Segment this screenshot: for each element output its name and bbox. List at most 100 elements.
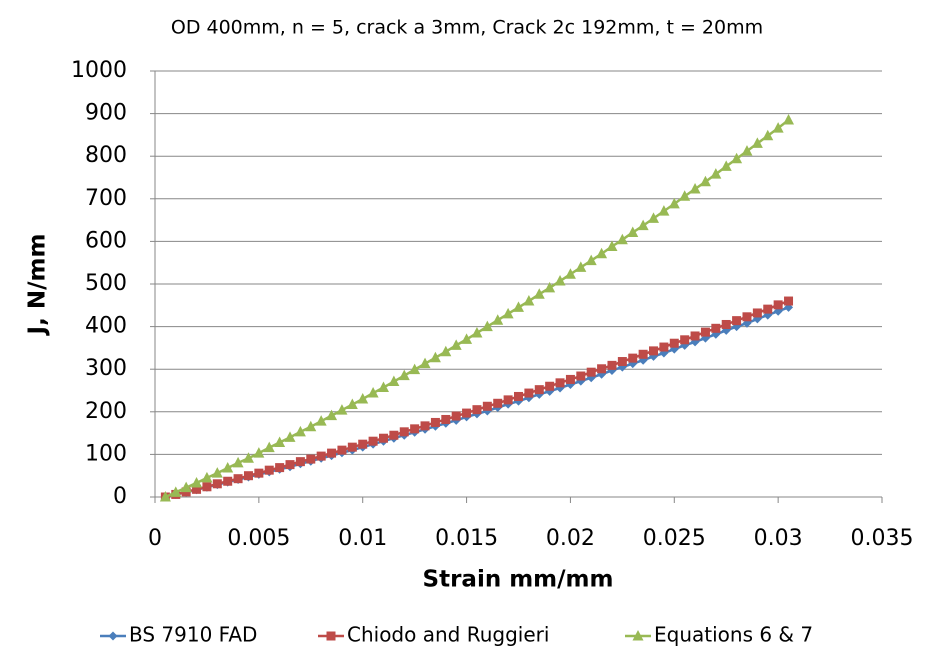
data-point [534, 385, 544, 395]
data-point [378, 433, 388, 443]
legend-label: Equations 6 & 7 [654, 623, 813, 647]
data-point [326, 409, 338, 421]
data-point [419, 357, 431, 369]
data-point [544, 281, 556, 293]
data-point [762, 129, 774, 141]
data-point [523, 295, 535, 306]
y-tick-label: 400 [85, 314, 127, 339]
x-axis-label: Strain mm/mm [423, 567, 614, 593]
data-point [253, 447, 265, 458]
data-point [772, 122, 784, 133]
data-point [564, 268, 576, 279]
data-point [710, 168, 722, 179]
legend-marker [632, 630, 644, 641]
data-point [493, 398, 503, 408]
data-point [711, 323, 721, 333]
data-point [628, 353, 638, 363]
data-point [659, 342, 669, 352]
data-point [680, 335, 690, 345]
data-point [367, 387, 379, 398]
legend-marker [108, 631, 118, 641]
data-point [461, 333, 473, 344]
data-point [689, 183, 701, 194]
x-tick-label: 0 [148, 526, 162, 551]
data-point [699, 175, 711, 187]
data-point [191, 476, 203, 488]
data-point [555, 378, 565, 388]
data-point [264, 465, 274, 475]
x-tick-label: 0.02 [546, 526, 595, 551]
data-point [211, 467, 223, 478]
data-point [440, 345, 452, 357]
y-axis-label: J, N/mm [25, 234, 51, 337]
data-point [295, 457, 305, 467]
data-point [597, 364, 607, 374]
y-tick-label: 700 [85, 186, 127, 211]
data-point [669, 338, 679, 348]
data-point [586, 367, 596, 377]
y-tick-label: 800 [85, 143, 127, 168]
data-point [429, 351, 441, 363]
data-point [752, 308, 762, 318]
x-tick-label: 0.005 [227, 526, 290, 551]
data-point [284, 431, 296, 442]
chart-title: OD 400mm, n = 5, crack a 3mm, Crack 2c 1… [171, 17, 763, 39]
data-point [242, 452, 254, 463]
data-point [575, 261, 587, 272]
data-point [607, 360, 617, 370]
data-point [617, 357, 627, 367]
data-point [492, 314, 504, 325]
data-point [441, 414, 451, 424]
data-point [389, 430, 399, 440]
data-point [368, 436, 378, 446]
data-point [616, 233, 628, 245]
data-point [274, 436, 286, 447]
data-point [357, 393, 369, 404]
data-point [513, 301, 524, 312]
data-point [472, 405, 482, 415]
data-point [554, 275, 566, 286]
data-point [450, 339, 462, 350]
data-point [658, 205, 670, 216]
data-point [637, 219, 649, 231]
data-point [524, 388, 534, 398]
legend-marker [326, 631, 336, 641]
data-point [316, 451, 326, 461]
data-point [285, 460, 295, 470]
data-point [585, 254, 597, 266]
data-point [420, 421, 430, 431]
legend-label: Chiodo and Ruggieri [347, 623, 549, 647]
data-point [471, 326, 483, 338]
data-point [410, 424, 420, 434]
data-point [742, 312, 752, 322]
x-tick-label: 0.01 [338, 526, 387, 551]
data-point [233, 474, 243, 484]
data-point [223, 476, 233, 486]
data-point [201, 471, 213, 483]
data-point [649, 346, 659, 356]
data-point [170, 486, 182, 497]
data-point [337, 445, 347, 455]
data-point [222, 462, 234, 473]
x-tick-label: 0.015 [435, 526, 498, 551]
data-point [482, 401, 492, 411]
y-tick-label: 100 [85, 441, 127, 466]
data-point [565, 374, 575, 384]
data-point [294, 425, 306, 437]
data-point [212, 479, 222, 489]
data-point [159, 491, 171, 502]
data-point [346, 398, 358, 410]
data-point [254, 468, 264, 478]
data-point [627, 226, 639, 237]
legend-label: BS 7910 FAD [129, 623, 257, 647]
data-point [732, 316, 742, 326]
y-tick-label: 1000 [71, 58, 127, 83]
data-point [648, 212, 660, 223]
data-point [668, 197, 680, 209]
data-point [399, 427, 409, 437]
data-point [679, 190, 691, 201]
data-point [784, 296, 794, 306]
data-point [783, 113, 795, 125]
